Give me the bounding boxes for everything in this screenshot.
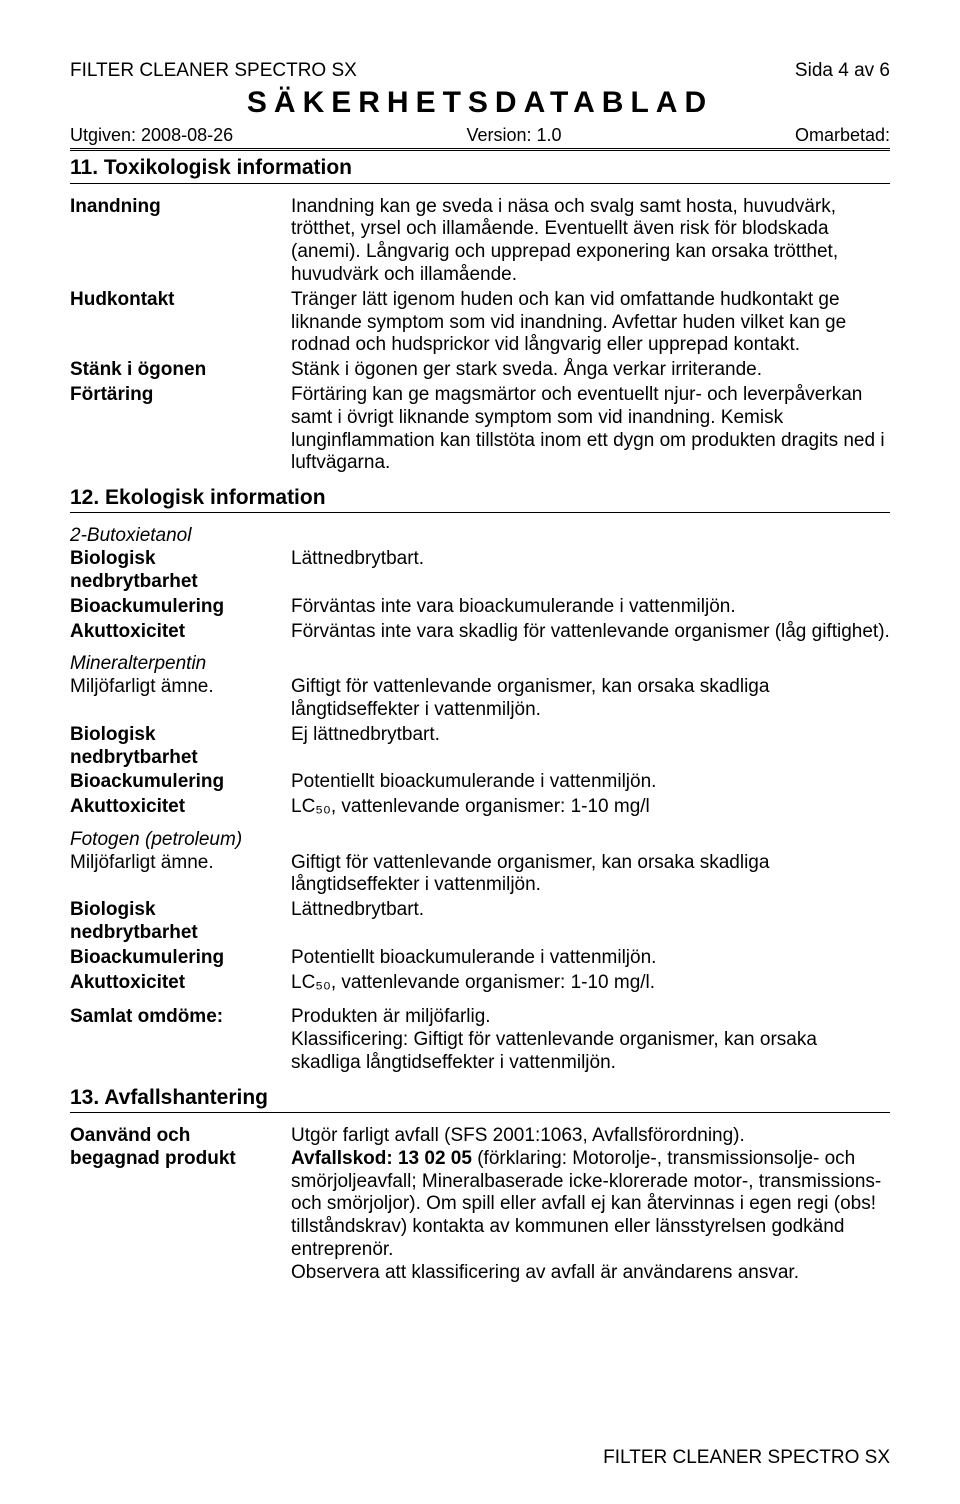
label-bioack: Bioackumulering [70, 596, 291, 621]
section-rule [70, 183, 890, 184]
label-miljofarligt: Miljöfarligt ämne. [70, 676, 291, 724]
section-12-title: 12. Ekologisk information [70, 485, 890, 510]
substance-mineralterpentin: Mineralterpentin [70, 653, 890, 676]
value-miljofarligt: Giftigt för vattenlevande organismer, ka… [291, 852, 890, 900]
value-bio-nedbryt: Lättnedbrytbart. [291, 899, 890, 947]
section-rule [70, 1112, 890, 1113]
summary-table: Samlat omdöme: Produkten är miljöfarlig.… [70, 1006, 890, 1076]
substance-butoxietanol: 2-Butoxietanol [70, 525, 890, 548]
value-inandning: Inandning kan ge sveda i näsa och svalg … [291, 196, 890, 289]
value-akuttox: LC₅₀, vattenlevande organismer: 1-10 mg/… [291, 972, 890, 997]
value-stank: Stänk i ögonen ger stark sveda. Ånga ver… [291, 359, 890, 384]
section-11-title: 11. Toxikologisk information [70, 155, 890, 180]
label-miljofarligt: Miljöfarligt ämne. [70, 852, 291, 900]
label-bioack: Bioackumulering [70, 771, 291, 796]
value-bio-nedbryt: Ej lättnedbrytbart. [291, 724, 890, 772]
label-hudkontakt: Hudkontakt [70, 289, 291, 359]
label-inandning: Inandning [70, 196, 291, 289]
issued-date: Utgiven: 2008-08-26 [70, 125, 233, 147]
value-oanvand: Utgör farligt avfall (SFS 2001:1063, Avf… [291, 1125, 890, 1287]
value-samlat-omdome: Produkten är miljöfarlig. Klassificering… [291, 1006, 890, 1076]
label-bio-nedbryt: Biologisk nedbrytbarhet [70, 899, 291, 947]
value-hudkontakt: Tränger lätt igenom huden och kan vid om… [291, 289, 890, 359]
label-bioack: Bioackumulering [70, 947, 291, 972]
value-akuttox: LC₅₀, vattenlevande organismer: 1-10 mg/… [291, 796, 890, 821]
label-akuttox: Akuttoxicitet [70, 621, 291, 646]
substance-fotogen-table: Miljöfarligt ämne. Giftigt för vattenlev… [70, 852, 890, 997]
label-akuttox: Akuttoxicitet [70, 972, 291, 997]
section-11-table: Inandning Inandning kan ge sveda i näsa … [70, 196, 890, 478]
section-13-title: 13. Avfallshantering [70, 1085, 890, 1110]
label-oanvand: Oanvänd och begagnad produkt [70, 1125, 291, 1287]
label-samlat-omdome: Samlat omdöme: [70, 1006, 291, 1076]
label-bio-nedbryt: Biologisk nedbrytbarhet [70, 548, 291, 596]
value-bio-nedbryt: Lättnedbrytbart. [291, 548, 890, 596]
value-akuttox: Förväntas inte vara skadlig för vattenle… [291, 621, 890, 646]
substance-mineralterpentin-table: Miljöfarligt ämne. Giftigt för vattenlev… [70, 676, 890, 821]
substance-fotogen: Fotogen (petroleum) [70, 829, 890, 852]
header-rule [70, 148, 890, 151]
product-name: FILTER CLEANER SPECTRO SX [70, 60, 357, 83]
revised-label: Omarbetad: [795, 125, 890, 147]
value-bioack: Potentiellt bioackumulerande i vattenmil… [291, 947, 890, 972]
value-miljofarligt: Giftigt för vattenlevande organismer, ka… [291, 676, 890, 724]
label-bio-nedbryt: Biologisk nedbrytbarhet [70, 724, 291, 772]
substance-butoxietanol-table: Biologisk nedbrytbarhet Lättnedbrytbart.… [70, 548, 890, 645]
value-bioack: Potentiellt bioackumulerande i vattenmil… [291, 771, 890, 796]
label-fortaring: Förtäring [70, 384, 291, 477]
label-akuttox: Akuttoxicitet [70, 796, 291, 821]
value-bioack: Förväntas inte vara bioackumulerande i v… [291, 596, 890, 621]
footer-product-name: FILTER CLEANER SPECTRO SX [603, 1447, 890, 1470]
section-13-table: Oanvänd och begagnad produkt Utgör farli… [70, 1125, 890, 1287]
value-fortaring: Förtäring kan ge magsmärtor och eventuel… [291, 384, 890, 477]
section-rule [70, 512, 890, 513]
label-stank: Stänk i ögonen [70, 359, 291, 384]
page-indicator: Sida 4 av 6 [795, 60, 890, 83]
version-label: Version: 1.0 [467, 125, 562, 147]
main-title: SÄKERHETSDATABLAD [70, 85, 890, 121]
